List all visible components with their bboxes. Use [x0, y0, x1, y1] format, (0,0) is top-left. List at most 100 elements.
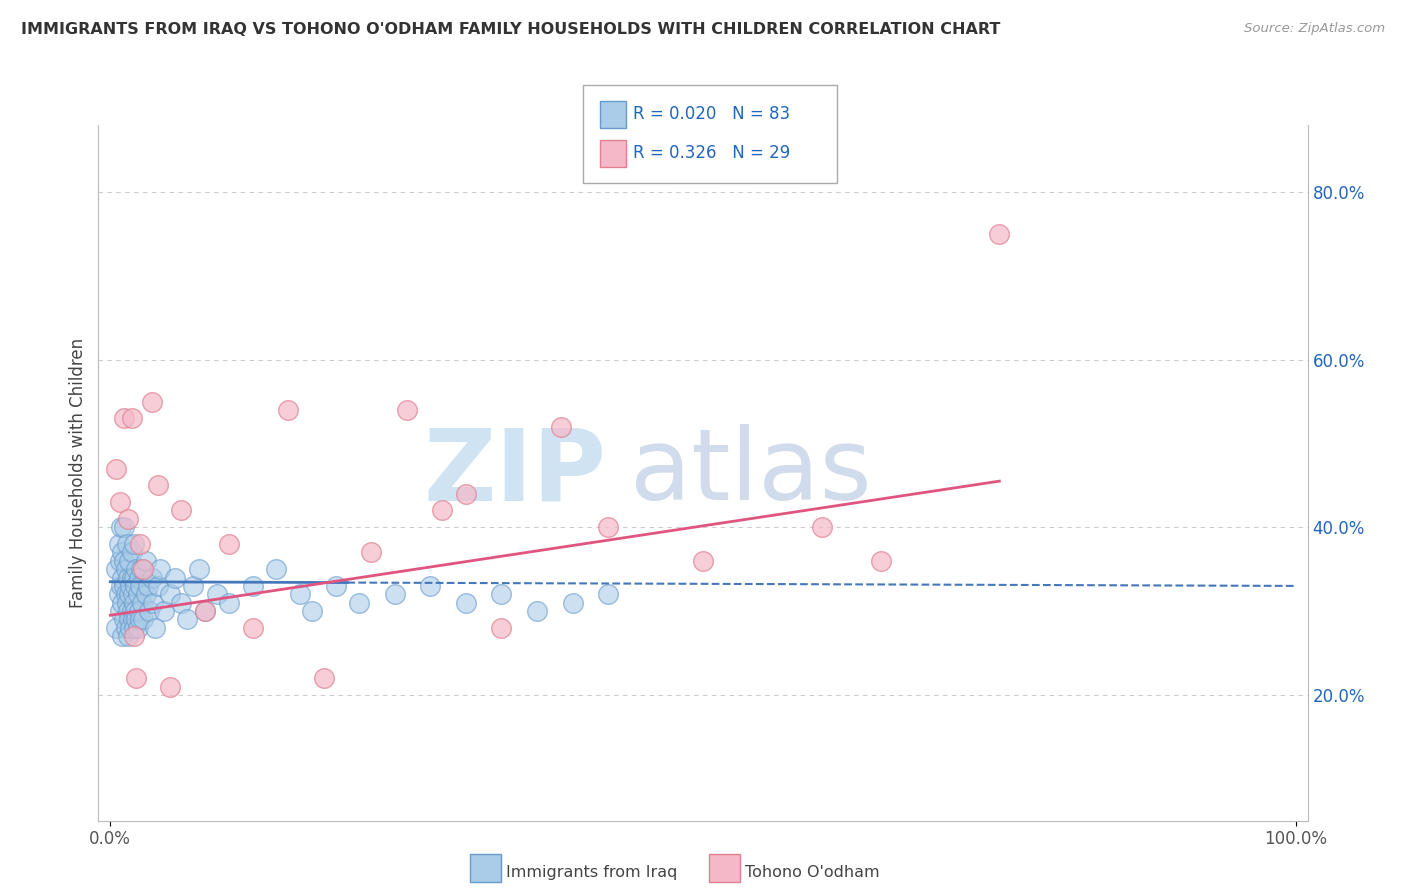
Point [107, 537, 129, 551]
Point [128, 570, 150, 584]
Point [121, 587, 143, 601]
Point [115, 537, 138, 551]
Point [141, 394, 163, 409]
Text: R = 0.020   N = 83: R = 0.020 N = 83 [633, 105, 790, 123]
Point [395, 403, 418, 417]
Point [122, 621, 145, 635]
Point [121, 612, 143, 626]
Point [491, 621, 513, 635]
Point [526, 604, 548, 618]
Point [110, 520, 132, 534]
Point [132, 612, 155, 626]
Point [129, 612, 152, 626]
Point [117, 629, 139, 643]
Point [114, 621, 136, 635]
Point [242, 621, 264, 635]
Point [131, 596, 153, 610]
Point [170, 503, 193, 517]
Point [118, 587, 141, 601]
Point [136, 579, 159, 593]
Point [432, 503, 454, 517]
Point [159, 587, 181, 601]
Point [242, 579, 264, 593]
Point [114, 554, 136, 568]
Point [114, 612, 136, 626]
Point [120, 621, 142, 635]
Point [132, 562, 155, 576]
Point [277, 403, 299, 417]
Point [988, 227, 1011, 241]
Point [141, 570, 163, 584]
Point [146, 579, 169, 593]
Point [121, 570, 143, 584]
Point [142, 596, 165, 610]
Point [114, 520, 136, 534]
Point [692, 554, 714, 568]
Point [384, 587, 406, 601]
Point [143, 621, 166, 635]
Point [125, 671, 148, 685]
Point [129, 537, 152, 551]
Point [165, 570, 187, 584]
Point [188, 562, 211, 576]
Point [111, 545, 134, 559]
Point [152, 604, 174, 618]
Point [115, 596, 138, 610]
Point [114, 411, 136, 425]
Point [111, 629, 134, 643]
Point [135, 587, 157, 601]
Point [118, 554, 141, 568]
Point [121, 604, 143, 618]
Point [114, 562, 136, 576]
Point [111, 570, 134, 584]
Text: Tohono O'odham: Tohono O'odham [745, 865, 880, 880]
Y-axis label: Family Households with Children: Family Households with Children [69, 338, 87, 607]
Point [869, 554, 891, 568]
Point [146, 478, 169, 492]
Point [125, 612, 148, 626]
Point [194, 604, 217, 618]
Text: ZIP: ZIP [423, 425, 606, 521]
Point [122, 570, 145, 584]
Point [107, 587, 129, 601]
Text: atlas: atlas [630, 425, 872, 521]
Point [125, 562, 148, 576]
Point [264, 562, 287, 576]
Point [108, 495, 131, 509]
Point [454, 596, 477, 610]
Point [114, 579, 136, 593]
Point [122, 629, 145, 643]
Point [108, 604, 131, 618]
Point [129, 562, 152, 576]
Text: IMMIGRANTS FROM IRAQ VS TOHONO O'ODHAM FAMILY HOUSEHOLDS WITH CHILDREN CORRELATI: IMMIGRANTS FROM IRAQ VS TOHONO O'ODHAM F… [21, 22, 1001, 37]
Point [301, 604, 323, 618]
Point [288, 587, 311, 601]
Point [419, 579, 441, 593]
Point [114, 587, 136, 601]
Point [598, 587, 620, 601]
Text: Immigrants from Iraq: Immigrants from Iraq [506, 865, 678, 880]
Point [124, 604, 146, 618]
Point [181, 579, 204, 593]
Point [598, 520, 620, 534]
Point [129, 579, 152, 593]
Point [111, 596, 134, 610]
Point [110, 579, 132, 593]
Point [118, 612, 141, 626]
Point [170, 596, 193, 610]
Point [105, 461, 128, 475]
Point [117, 604, 139, 618]
Point [218, 596, 240, 610]
Point [218, 537, 240, 551]
Point [121, 545, 143, 559]
Point [491, 587, 513, 601]
Point [454, 486, 477, 500]
Point [108, 554, 131, 568]
Point [138, 604, 160, 618]
Point [121, 411, 143, 425]
Point [122, 596, 145, 610]
Point [128, 604, 150, 618]
Text: R = 0.326   N = 29: R = 0.326 N = 29 [633, 145, 790, 162]
Point [159, 680, 181, 694]
Point [117, 570, 139, 584]
